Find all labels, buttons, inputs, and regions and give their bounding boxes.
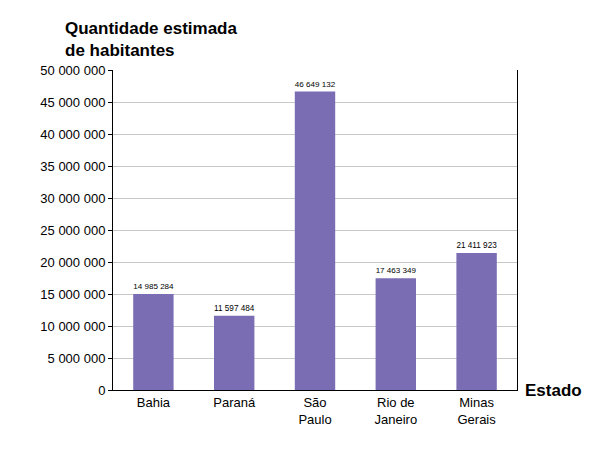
svg-text:Bahia: Bahia (137, 395, 171, 410)
svg-text:21 411 923: 21 411 923 (456, 241, 497, 250)
svg-text:30 000 000: 30 000 000 (40, 191, 105, 206)
svg-text:11 597 484: 11 597 484 (214, 304, 255, 313)
svg-text:15 000 000: 15 000 000 (40, 287, 105, 302)
svg-text:0: 0 (98, 383, 105, 398)
svg-text:45 000 000: 45 000 000 (40, 95, 105, 110)
svg-text:MinasGerais: MinasGerais (457, 395, 496, 427)
svg-text:50 000 000: 50 000 000 (40, 63, 105, 78)
svg-text:46 649 132: 46 649 132 (295, 80, 336, 89)
svg-text:Estado: Estado (525, 381, 582, 400)
svg-text:Rio deJaneiro: Rio deJaneiro (374, 395, 417, 427)
svg-text:20 000 000: 20 000 000 (40, 255, 105, 270)
svg-text:Paraná: Paraná (213, 395, 256, 410)
svg-text:10 000 000: 10 000 000 (40, 319, 105, 334)
svg-text:5 000 000: 5 000 000 (48, 351, 106, 366)
svg-text:35 000 000: 35 000 000 (40, 159, 105, 174)
svg-text:Quantidade estimadade habitant: Quantidade estimadade habitantes (65, 19, 237, 60)
svg-text:14 985 284: 14 985 284 (133, 282, 174, 291)
svg-text:SãoPaulo: SãoPaulo (298, 395, 331, 427)
svg-text:40 000 000: 40 000 000 (40, 127, 105, 142)
svg-text:25 000 000: 25 000 000 (40, 223, 105, 238)
svg-text:17 463 349: 17 463 349 (376, 266, 417, 275)
